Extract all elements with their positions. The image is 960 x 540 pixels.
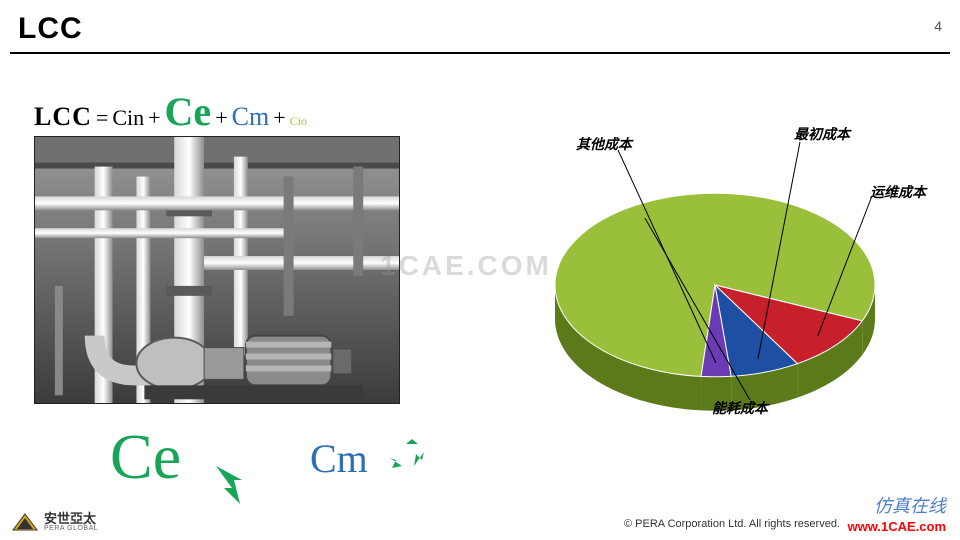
slide-footer: 安世亞太 PERA GLOBAL © PERA Corporation Ltd.… (0, 506, 960, 540)
formula-plus1: + (148, 105, 160, 130)
callout-ce: Ce (110, 420, 181, 494)
pie-label-other: 其他成本 (576, 134, 632, 154)
formula-cin: Cin (112, 105, 144, 130)
brand-sub: PERA GLOBAL (44, 525, 98, 532)
pie-label-energy: 能耗成本 (712, 398, 768, 418)
cm-cycle-arrow-icon (384, 432, 428, 476)
brand-logo: 安世亞太 PERA GLOBAL (12, 512, 98, 532)
formula-ce: Ce (165, 89, 212, 134)
formula-eq: = (96, 105, 108, 130)
watermark-corner: 仿真在线 (874, 492, 946, 518)
page-number: 4 (934, 18, 942, 34)
lcc-formula: LCC = Cin + Ce + Cm + Cio (34, 88, 307, 135)
pump-photo (34, 136, 400, 404)
copyright-text: © PERA Corporation Ltd. All rights reser… (624, 518, 840, 530)
formula-cio: Cio (290, 114, 307, 128)
formula-plus2: + (215, 105, 227, 130)
logo-triangle-icon (12, 512, 38, 532)
brand-name: 安世亞太 (44, 512, 98, 525)
formula-lcc: LCC (34, 102, 92, 131)
page-title: LCC (18, 12, 83, 46)
header-rule (10, 52, 950, 54)
formula-plus3: + (273, 105, 285, 130)
ce-down-arrow-icon (210, 460, 256, 506)
pie-label-om: 运维成本 (870, 182, 926, 202)
watermark-url: www.1CAE.com (848, 519, 946, 534)
footer-bar (0, 534, 960, 540)
formula-cm: Cm (232, 102, 270, 131)
pie-label-initial: 最初成本 (794, 124, 850, 144)
lcc-pie-chart: 其他成本 最初成本 运维成本 能耗成本 (500, 120, 940, 450)
callout-cm: Cm (310, 435, 368, 482)
